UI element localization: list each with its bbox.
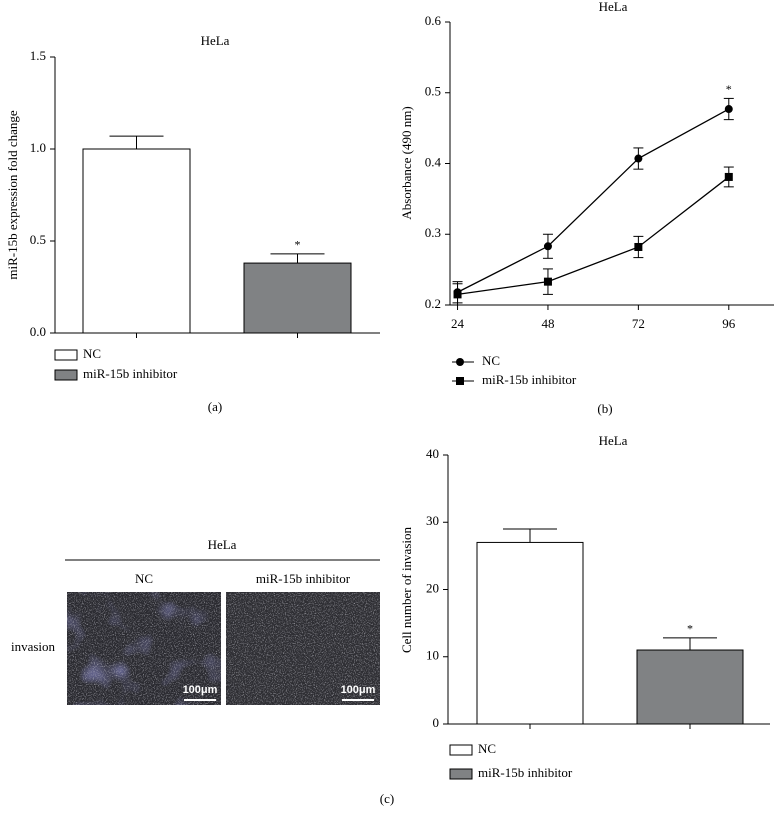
y-tick-label: 30 [426,513,439,528]
legend-label: miR-15b inhibitor [482,372,577,387]
legend-label: miR-15b inhibitor [478,765,573,780]
legend-swatch [449,744,473,756]
y-axis-label: miR-15b expression fold change [5,110,20,280]
y-tick-label: 0.6 [425,13,442,28]
image-title: HeLa [208,537,237,552]
bar [636,649,744,725]
y-tick-label: 0.5 [425,84,441,99]
y-tick-label: 40 [426,446,439,461]
y-tick-label: 0.0 [30,324,46,339]
x-tick-label: 24 [451,316,465,331]
scale-label: 100μm [341,684,376,696]
y-axis-label: Cell number of invasion [399,527,414,654]
y-tick-label: 0.4 [425,154,442,169]
column-label: NC [135,571,153,586]
marker [543,242,552,251]
bar [243,262,352,334]
marker [634,154,643,163]
bar [476,541,584,725]
chart-title: HeLa [201,33,230,48]
legend-marker [456,358,464,366]
panel-label: (c) [380,791,394,806]
micrograph-texture [226,592,380,705]
x-tick-label: 96 [722,316,736,331]
annotation: * [687,622,693,636]
scale-label: 100μm [183,684,218,696]
marker [724,172,733,181]
series-line [457,176,730,296]
bar [82,148,191,334]
y-tick-label: 1.5 [30,48,46,63]
legend-marker [456,377,464,385]
x-tick-label: 48 [541,316,554,331]
marker [724,105,733,114]
legend-swatch [54,349,78,361]
annotation: * [726,82,732,96]
annotation: * [295,238,301,252]
chart-title: HeLa [599,0,628,14]
y-tick-label: 20 [426,580,439,595]
legend-label: NC [83,346,101,361]
legend-label: NC [478,741,496,756]
y-tick-label: 1.0 [30,140,46,155]
column-label: miR-15b inhibitor [256,571,351,586]
marker [453,290,462,299]
legend-label: miR-15b inhibitor [83,366,178,381]
series-line [457,108,730,293]
y-tick-label: 10 [426,648,439,663]
legend-swatch [449,768,473,780]
marker [634,242,643,251]
panel-label: (b) [597,401,612,416]
panel-label: (a) [208,399,222,414]
y-tick-label: 0 [433,715,440,730]
image-panel: HeLa NC miR-15b inhibitor invasion 100μm… [11,537,380,705]
y-axis-label: Absorbance (490 nm) [399,106,414,219]
row-label: invasion [11,639,56,654]
legend-label: NC [482,353,500,368]
chart-title: HeLa [599,433,628,448]
y-tick-label: 0.2 [425,296,441,311]
y-tick-label: 0.3 [425,225,441,240]
legend-swatch [54,369,78,381]
micrograph-texture [67,592,221,705]
marker [543,277,552,286]
x-tick-label: 72 [632,316,645,331]
y-tick-label: 0.5 [30,232,46,247]
